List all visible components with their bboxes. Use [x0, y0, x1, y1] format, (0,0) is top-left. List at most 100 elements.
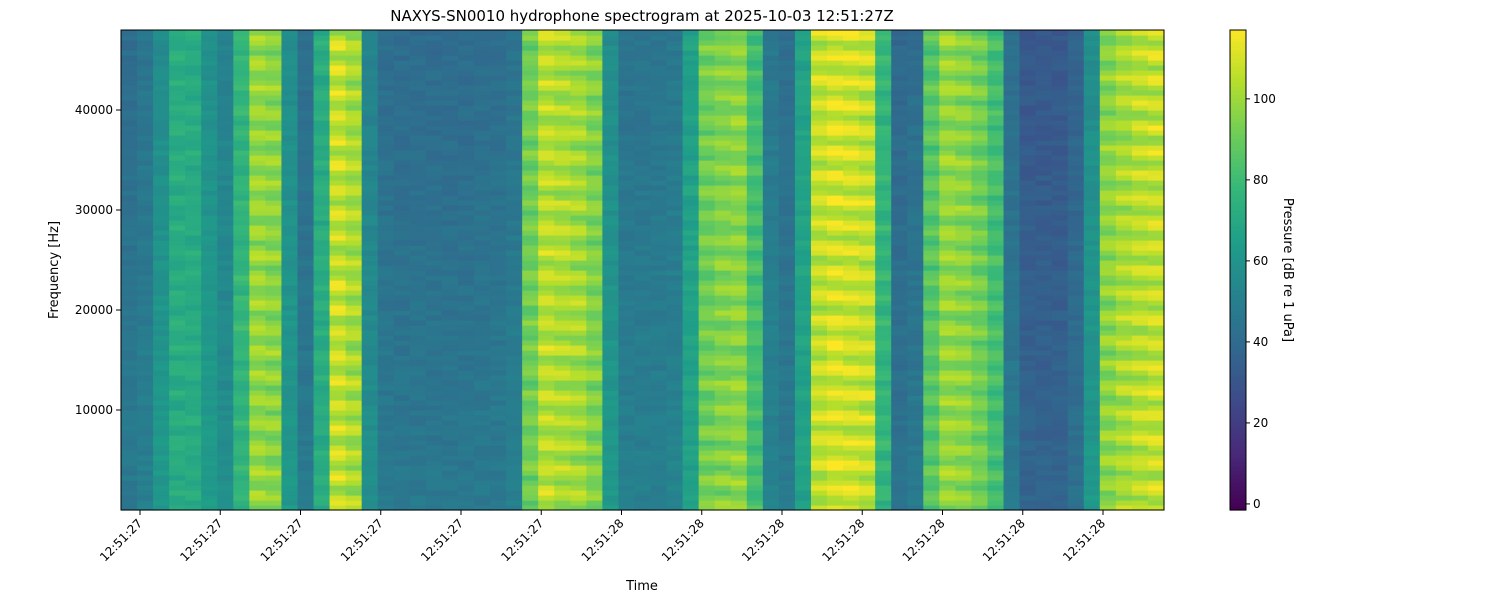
heatmap-cell	[794, 360, 812, 366]
heatmap-cell	[586, 435, 603, 441]
heatmap-cell	[875, 260, 892, 266]
heatmap-cell	[313, 295, 331, 301]
heatmap-cell	[425, 175, 443, 181]
heatmap-cell	[297, 60, 315, 66]
heatmap-cell	[441, 185, 459, 191]
heatmap-cell	[554, 405, 571, 411]
heatmap-cell	[281, 185, 299, 191]
heatmap-cell	[345, 485, 363, 491]
heatmap-cell	[827, 305, 844, 311]
heatmap-cell	[538, 190, 555, 196]
heatmap-cell	[666, 40, 684, 46]
heatmap-cell	[859, 345, 876, 351]
heatmap-cell	[329, 245, 347, 251]
heatmap-cell	[939, 215, 956, 221]
heatmap-cell	[650, 410, 668, 416]
heatmap-cell	[329, 50, 347, 56]
heatmap-cell	[730, 250, 748, 256]
heatmap-cell	[602, 90, 620, 96]
heatmap-cell	[425, 60, 443, 66]
heatmap-cell	[313, 110, 331, 116]
heatmap-cell	[859, 415, 876, 421]
heatmap-cell	[233, 35, 250, 41]
heatmap-cell	[121, 130, 138, 136]
heatmap-cell	[666, 175, 684, 181]
heatmap-cell	[185, 170, 202, 176]
heatmap-cell	[650, 360, 668, 366]
heatmap-cell	[393, 165, 411, 171]
heatmap-cell	[249, 270, 267, 276]
heatmap-cell	[538, 435, 555, 441]
heatmap-cell	[377, 325, 395, 331]
heatmap-cell	[121, 450, 138, 456]
heatmap-cell	[939, 185, 956, 191]
heatmap-cell	[233, 100, 250, 106]
heatmap-cell	[329, 260, 347, 266]
heatmap-cell	[474, 255, 491, 261]
heatmap-cell	[554, 260, 571, 266]
heatmap-cell	[201, 85, 218, 91]
heatmap-cell	[730, 100, 748, 106]
heatmap-cell	[153, 305, 170, 311]
heatmap-cell	[425, 465, 443, 471]
heatmap-cell	[618, 55, 636, 61]
heatmap-cell	[923, 85, 940, 91]
heatmap-cell	[522, 130, 539, 136]
heatmap-cell	[794, 485, 812, 491]
heatmap-cell	[843, 480, 860, 486]
heatmap-cell	[121, 170, 138, 176]
heatmap-cell	[121, 310, 138, 316]
heatmap-cell	[345, 450, 363, 456]
heatmap-cell	[121, 340, 138, 346]
heatmap-cell	[827, 375, 844, 381]
heatmap-cell	[281, 75, 299, 81]
heatmap-cell	[345, 365, 363, 371]
heatmap-cell	[714, 270, 732, 276]
heatmap-cell	[602, 505, 620, 511]
heatmap-cell	[570, 330, 587, 336]
heatmap-cell	[810, 195, 828, 201]
heatmap-cell	[666, 430, 684, 436]
heatmap-cell	[313, 335, 331, 341]
heatmap-cell	[169, 430, 186, 436]
heatmap-cell	[506, 375, 523, 381]
heatmap-cell	[907, 100, 924, 106]
heatmap-cell	[457, 190, 475, 196]
heatmap-cell	[682, 250, 700, 256]
heatmap-cell	[409, 365, 427, 371]
heatmap-cell	[249, 465, 267, 471]
heatmap-cell	[714, 355, 732, 361]
heatmap-cell	[265, 420, 283, 426]
heatmap-cell	[169, 270, 186, 276]
heatmap-cell	[329, 75, 347, 81]
heatmap-cell	[506, 160, 523, 166]
heatmap-cell	[506, 65, 523, 71]
heatmap-cell	[682, 330, 700, 336]
heatmap-cell	[714, 235, 732, 241]
heatmap-cell	[843, 80, 860, 86]
heatmap-cell	[650, 270, 668, 276]
heatmap-cell	[377, 60, 395, 66]
heatmap-cell	[345, 45, 363, 51]
heatmap-cell	[746, 460, 764, 466]
heatmap-cell	[554, 390, 571, 396]
heatmap-cell	[778, 325, 796, 331]
heatmap-cell	[185, 320, 202, 326]
heatmap-cell	[746, 215, 764, 221]
heatmap-cell	[554, 195, 571, 201]
heatmap-cell	[538, 360, 555, 366]
heatmap-cell	[650, 70, 668, 76]
heatmap-cell	[169, 290, 186, 296]
heatmap-cell	[586, 485, 603, 491]
heatmap-cell	[859, 350, 876, 356]
heatmap-cell	[297, 55, 315, 61]
heatmap-cell	[201, 60, 218, 66]
heatmap-cell	[923, 430, 940, 436]
heatmap-cell	[762, 445, 780, 451]
heatmap-cell	[538, 270, 555, 276]
heatmap-cell	[329, 130, 347, 136]
heatmap-cell	[409, 255, 427, 261]
heatmap-cell	[121, 440, 138, 446]
heatmap-cell	[506, 130, 523, 136]
heatmap-cell	[441, 55, 459, 61]
